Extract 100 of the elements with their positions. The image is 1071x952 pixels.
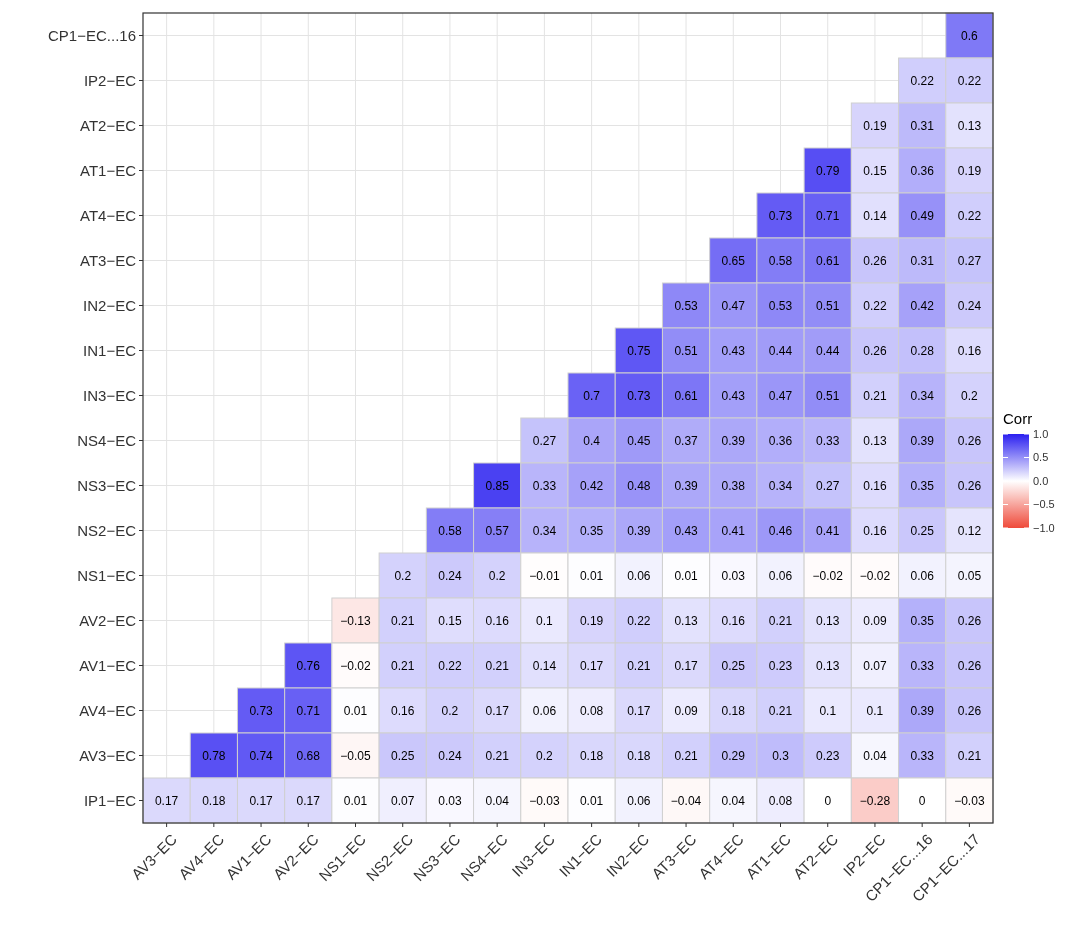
data-label: 0.07 <box>863 658 887 673</box>
data-label: 0.04 <box>721 793 746 808</box>
data-label: 0.24 <box>438 748 462 763</box>
data-label: −0.02 <box>859 568 891 583</box>
data-label: 0.16 <box>721 613 746 628</box>
data-label: 0.22 <box>627 613 651 628</box>
data-label: 0.45 <box>627 433 651 448</box>
data-label: 0.13 <box>816 658 840 673</box>
data-label: 0.68 <box>296 748 321 763</box>
data-label: 0.21 <box>627 658 651 673</box>
data-label: 0.51 <box>816 298 840 313</box>
data-label: 0.16 <box>391 703 415 718</box>
data-label: 0.16 <box>957 343 982 358</box>
data-label: 0.22 <box>957 208 982 223</box>
data-label: 0.39 <box>721 433 746 448</box>
data-label: 0.28 <box>910 343 935 358</box>
data-label: 0.53 <box>674 298 699 313</box>
data-label: 0.73 <box>627 388 651 403</box>
data-label: 0.06 <box>627 568 651 583</box>
data-label: 0.21 <box>391 613 415 628</box>
data-label: 0.16 <box>863 523 887 538</box>
data-label: 0.03 <box>438 793 462 808</box>
data-label: 0.06 <box>768 568 793 583</box>
data-label: 0.1 <box>819 703 837 718</box>
data-label: 0.35 <box>910 613 935 628</box>
y-tick-label: AV1−EC <box>79 656 137 674</box>
data-label: 0.21 <box>863 388 887 403</box>
data-label: 0.53 <box>768 298 793 313</box>
color-bar-label: 1.0 <box>1033 427 1049 440</box>
data-label: 0.26 <box>863 343 887 358</box>
data-label: −0.03 <box>954 793 985 808</box>
data-label: 0.16 <box>863 478 887 493</box>
data-label: 0.08 <box>768 793 793 808</box>
data-label: −0.02 <box>812 568 844 583</box>
y-tick-label: IN3−EC <box>83 386 137 404</box>
color-bar-label: 0.0 <box>1033 474 1049 487</box>
data-label: 0.15 <box>863 163 887 178</box>
data-label: 0.73 <box>768 208 793 223</box>
y-tick-label: CP1−EC...16 <box>48 26 136 44</box>
y-tick-label: NS1−EC <box>77 566 137 584</box>
data-label: 0.21 <box>485 658 510 673</box>
data-label: 0.46 <box>768 523 793 538</box>
y-tick-label: AV4−EC <box>79 701 137 719</box>
data-label: 0.39 <box>674 478 699 493</box>
data-label: 0.33 <box>816 433 840 448</box>
data-label: 0.18 <box>721 703 746 718</box>
data-label: 0.17 <box>249 793 274 808</box>
data-label: 0.61 <box>816 253 840 268</box>
data-label: 0.26 <box>957 613 982 628</box>
data-label: 0.26 <box>957 478 982 493</box>
data-label: 0.18 <box>627 748 651 763</box>
data-label: 0.25 <box>391 748 415 763</box>
data-label: 0.26 <box>957 433 982 448</box>
data-label: 0.14 <box>863 208 887 223</box>
data-label: 0.17 <box>579 658 604 673</box>
data-label: 0.16 <box>485 613 510 628</box>
data-label: 0.7 <box>583 388 601 403</box>
data-label: 0.38 <box>721 478 746 493</box>
data-label: 0.57 <box>485 523 510 538</box>
data-label: 0.04 <box>863 748 887 763</box>
y-tick-label: AT4−EC <box>80 206 137 224</box>
data-label: 0.2 <box>536 748 554 763</box>
data-label: 0.22 <box>957 73 982 88</box>
data-label: 0.75 <box>627 343 651 358</box>
data-label: 0.19 <box>863 118 887 133</box>
data-label: 0.24 <box>438 568 462 583</box>
data-label: 0.29 <box>721 748 746 763</box>
data-label: 0.58 <box>438 523 462 538</box>
data-label: 0.43 <box>721 388 746 403</box>
data-label: 0.04 <box>485 793 510 808</box>
data-label: 0.22 <box>438 658 462 673</box>
data-label: 0.22 <box>863 298 887 313</box>
data-label: 0.21 <box>674 748 699 763</box>
data-label: 0.48 <box>627 478 651 493</box>
data-label: 0.37 <box>674 433 699 448</box>
data-label: 0.34 <box>532 523 557 538</box>
data-label: 0.06 <box>627 793 651 808</box>
data-label: 0.44 <box>816 343 840 358</box>
data-label: 0.21 <box>768 613 793 628</box>
data-label: 0.26 <box>957 658 982 673</box>
data-label: 0.34 <box>768 478 793 493</box>
data-label: 0.74 <box>249 748 274 763</box>
data-label: 0.05 <box>957 568 982 583</box>
data-label: 0.17 <box>485 703 510 718</box>
y-tick-label: AV3−EC <box>79 746 137 764</box>
data-label: 0.2 <box>394 568 412 583</box>
data-label: 0.65 <box>721 253 746 268</box>
data-label: 0.42 <box>579 478 604 493</box>
data-label: 0.41 <box>816 523 840 538</box>
data-label: 0.49 <box>910 208 935 223</box>
data-label: 0.47 <box>768 388 793 403</box>
data-label: 0.44 <box>768 343 793 358</box>
data-label: 0.43 <box>674 523 699 538</box>
data-label: 0.15 <box>438 613 462 628</box>
data-label: 0.06 <box>910 568 935 583</box>
data-label: −0.28 <box>859 793 891 808</box>
data-label: 0.4 <box>583 433 601 448</box>
data-label: 0.03 <box>721 568 746 583</box>
data-label: 0.26 <box>957 703 982 718</box>
data-label: 0.01 <box>579 568 604 583</box>
